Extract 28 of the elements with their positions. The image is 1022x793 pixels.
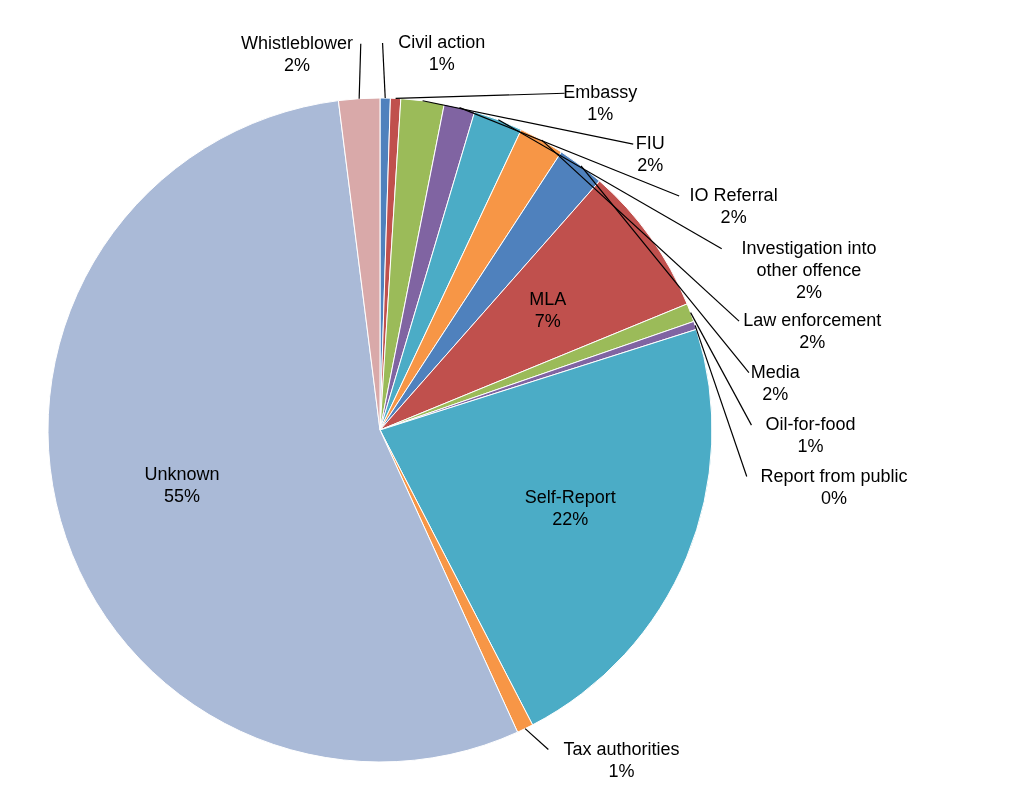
data-label: 0% xyxy=(820,487,847,508)
slice-label: Law enforcement xyxy=(743,310,882,331)
data-label: 2% xyxy=(720,206,747,227)
slice-label: Civil action xyxy=(398,32,486,53)
slice-label: MLA xyxy=(529,288,567,309)
slice-label: FIU xyxy=(635,133,665,154)
data-label: 2% xyxy=(799,332,826,353)
slice-label: Tax authorities xyxy=(563,738,680,759)
slice-label: Report from public xyxy=(760,465,908,486)
data-label: 1% xyxy=(428,54,455,75)
slice-label: Investigation into other offence xyxy=(741,237,877,280)
data-label: 2% xyxy=(762,383,789,404)
data-label: 1% xyxy=(797,436,824,457)
data-label: 1% xyxy=(587,104,614,125)
data-label: 7% xyxy=(534,310,561,331)
data-label: 2% xyxy=(283,54,310,75)
slice-label: Whistleblower xyxy=(240,32,353,53)
slice-label: IO Referral xyxy=(689,184,778,205)
slice-label: Unknown xyxy=(144,464,220,485)
data-label: 2% xyxy=(795,281,822,302)
data-label: 22% xyxy=(552,508,589,529)
slice-label: Media xyxy=(750,361,801,382)
slice-label: Oil-for-food xyxy=(765,414,856,435)
data-label: 1% xyxy=(608,760,635,781)
data-label: 2% xyxy=(637,155,664,176)
data-label: 55% xyxy=(163,486,200,507)
slice-label: Embassy xyxy=(563,82,638,103)
slice-label: Self-Report xyxy=(524,486,616,507)
